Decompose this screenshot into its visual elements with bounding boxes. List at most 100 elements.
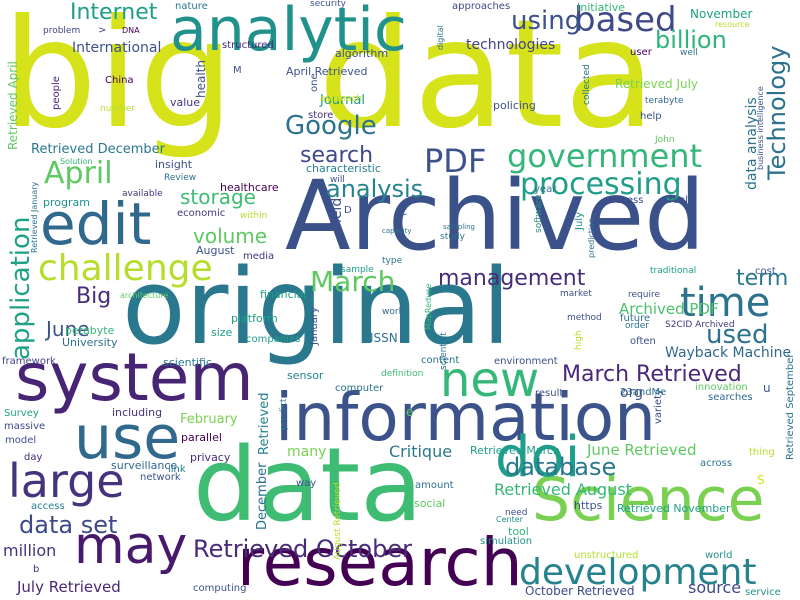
word-processing: processing [520, 167, 682, 202]
word-term: term [736, 266, 789, 291]
word-archived: Archived [285, 160, 706, 272]
word-retrieved-september: Retrieved September [785, 353, 796, 460]
word-computing: computing [193, 583, 247, 594]
word-available: available [122, 189, 163, 199]
word-august-retrieved: August Retrieved [333, 482, 343, 560]
word-information: information [275, 379, 656, 456]
word-work: work [382, 307, 404, 317]
word-size: size [211, 326, 233, 339]
word-link: link [168, 464, 186, 475]
word-architecture: architecture [120, 291, 169, 300]
word-financial: financial [260, 288, 307, 301]
word-retrieved-november: Retrieved November [617, 502, 731, 515]
word-critique: Critique [389, 442, 453, 461]
word-retrieved-march: Retrieved March [470, 444, 560, 457]
word-based: based [574, 0, 677, 40]
word-value: value [170, 96, 201, 109]
word-many: many [287, 444, 327, 460]
word-prediction: prediction [587, 217, 596, 258]
word-type: type [382, 256, 403, 266]
word-tool: tool [508, 525, 529, 538]
word-wayback-machine: Wayback Machine [665, 345, 792, 361]
word-google: Google [285, 111, 377, 141]
word-algorithm: algorithm [335, 47, 389, 60]
word-content: content [421, 355, 460, 366]
word-environment: environment [494, 356, 558, 367]
word-issn: ISSN [370, 331, 398, 345]
word-result: result [535, 388, 564, 399]
word-approach: approach [320, 94, 363, 104]
word-program: program [43, 196, 90, 209]
word-number: number [100, 104, 136, 114]
word-terabyte: terabyte [645, 96, 684, 106]
word-april: April [44, 156, 113, 191]
word-june-retrieved: June Retrieved [587, 441, 697, 459]
word-data-large: data [318, 0, 656, 162]
word-used: used [706, 320, 769, 350]
word-million: million [3, 541, 57, 560]
word-u: u [763, 381, 771, 395]
word-help: help [640, 111, 662, 122]
word-retrieved: Retrieved [257, 392, 272, 455]
word-framework: framework [2, 356, 56, 367]
word-model: model [5, 435, 37, 446]
word-unstructured: unstructured [574, 550, 639, 561]
word-article: Article [662, 195, 695, 206]
word-approaches: approaches [452, 1, 511, 12]
word-across: across [700, 458, 733, 469]
word-management: management [438, 266, 586, 291]
word-thing: thing [749, 447, 775, 458]
word-gt: > [98, 25, 107, 36]
word-security: security [310, 0, 346, 9]
word-using: using [511, 6, 582, 36]
word-need: need [505, 508, 528, 518]
word-international: International [72, 40, 162, 56]
word-big: big [2, 0, 235, 162]
word-journal: Journal [320, 93, 365, 108]
word-february: February [180, 412, 238, 427]
word-database: database [505, 453, 617, 481]
word-john: John [655, 135, 675, 145]
word-s2cid-archived: S2CID Archived [665, 320, 735, 330]
word-healthcare: healthcare [220, 181, 279, 194]
word-problem: problem [43, 26, 81, 36]
word-b: b [33, 564, 40, 575]
word-surveillance: surveillance [111, 459, 178, 472]
word-research: research [237, 524, 523, 600]
word-business-intelligence: business intelligence [756, 86, 765, 170]
word-simulation: simulation [480, 536, 533, 547]
word-january: January [309, 307, 320, 345]
word-including: including [112, 406, 163, 419]
word-well: well [680, 48, 698, 58]
word-government: government [507, 137, 703, 175]
word-november: November [690, 7, 753, 21]
word-source: source [688, 578, 742, 597]
word-parallel: parallel [181, 431, 222, 444]
word-org: org [620, 385, 643, 401]
word-process: process [605, 195, 644, 206]
word-volume: volume [193, 224, 268, 248]
word-platform: platform [231, 312, 278, 325]
word-retrieved-december: Retrieved December [31, 142, 165, 157]
word-large: large [8, 454, 125, 508]
word-edit: edit [40, 190, 152, 258]
word-internet: Internet [70, 0, 158, 25]
word-network: network [140, 472, 181, 483]
word-year: year [534, 184, 557, 195]
word-development: development [519, 552, 757, 593]
word-use: use [74, 403, 181, 473]
word-require: require [628, 290, 660, 300]
word-center: Center [496, 515, 523, 524]
word-retrieved-august: Retrieved August [494, 480, 632, 499]
word-order: order [625, 321, 649, 331]
word-petabyte: petabyte [65, 324, 115, 337]
word-june: June [46, 317, 90, 341]
word-e: e [406, 405, 414, 419]
word-march-retrieved: March Retrieved [562, 362, 742, 387]
word-pdf: PDF [424, 142, 487, 180]
word-science: Science [532, 465, 765, 535]
word-23andme: 23andMe [620, 387, 667, 398]
word-china: China [105, 75, 134, 86]
word-solution: Solution [60, 157, 93, 166]
word-searches: searches [708, 392, 753, 403]
